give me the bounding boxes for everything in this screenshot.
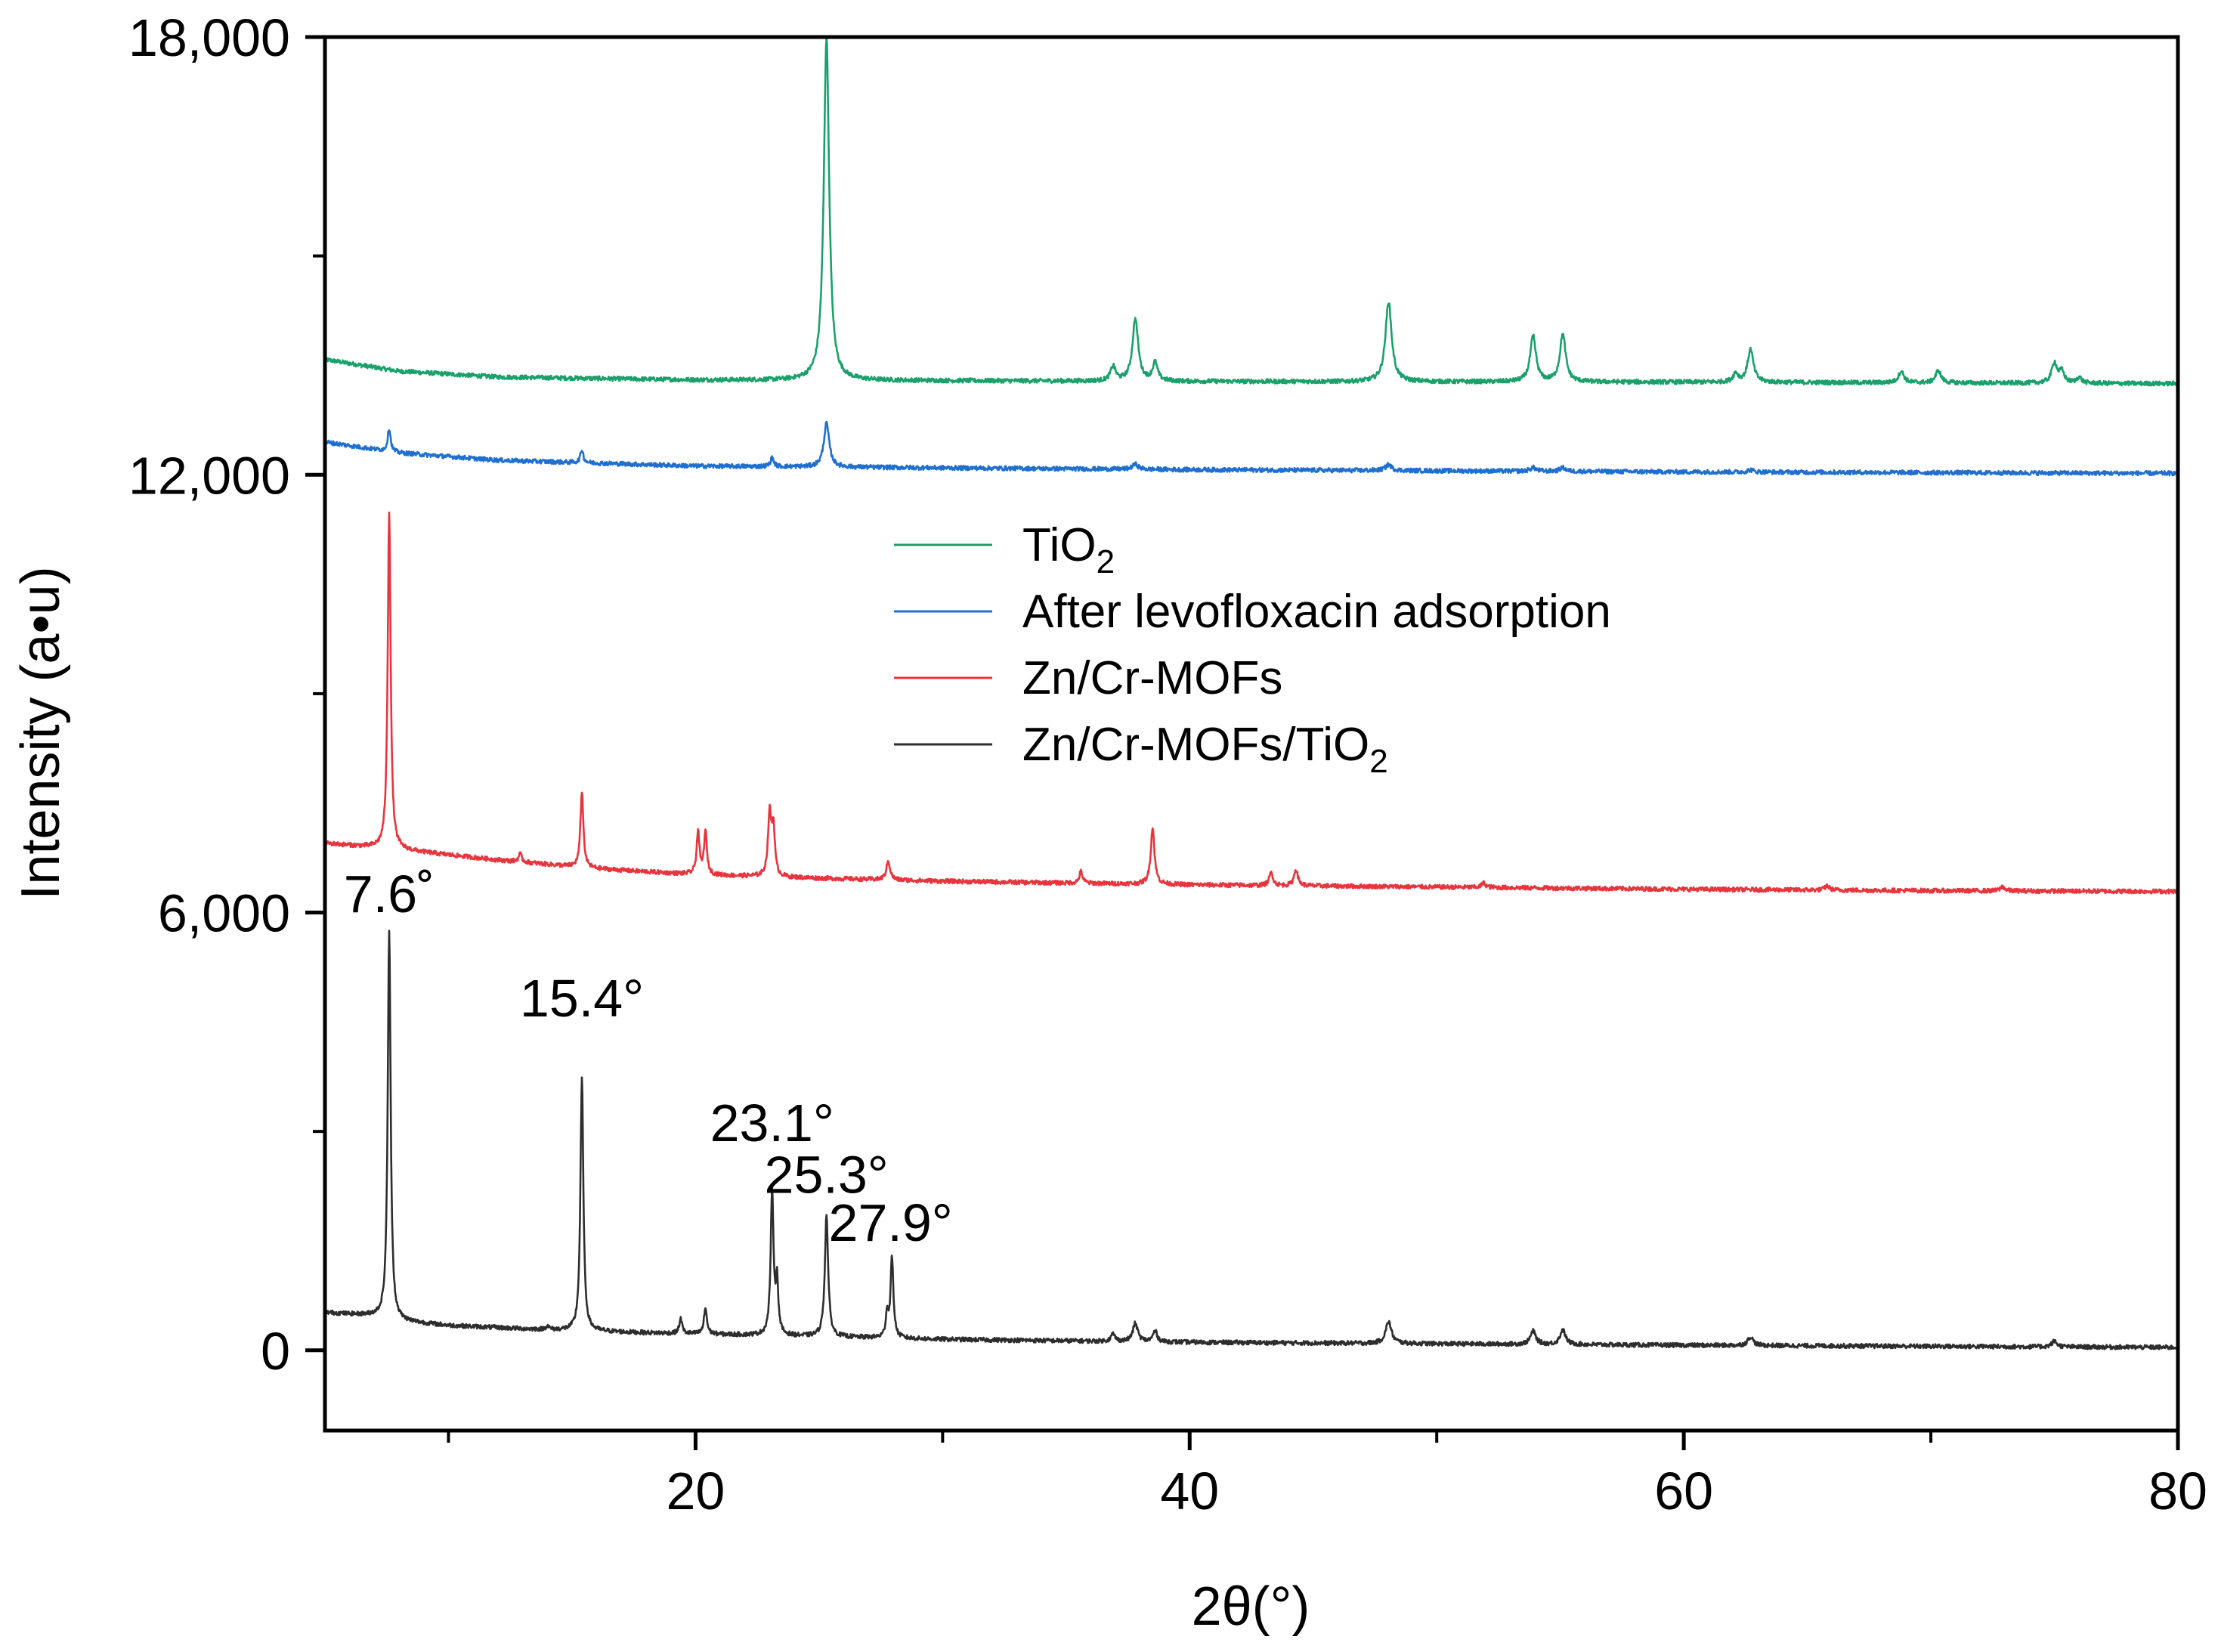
plot-area [323, 37, 2179, 1350]
peak-label: 25.3° [765, 1145, 889, 1204]
peak-label: 27.9° [829, 1193, 953, 1252]
peak-label: 7.6˚ [344, 865, 435, 923]
plot-frame [323, 35, 2180, 1433]
peak-label: 15.4° [520, 969, 644, 1028]
x-tick-label: 40 [1160, 1462, 1219, 1521]
y-tick-label: 12,000 [128, 446, 290, 505]
legend-label-after: After levofloxacin adsorption [1022, 586, 1611, 638]
legend-label-znmof: Zn/Cr-MOFs [1022, 652, 1282, 704]
axis-ticks: 20 40 60 80 0 6,000 12,000 18,000 [128, 8, 2207, 1521]
y-tick-label: 6,000 [158, 884, 290, 943]
y-tick-label: 18,000 [128, 8, 290, 67]
y-tick-label: 0 [261, 1322, 290, 1381]
series-line-znmof [323, 511, 2179, 895]
x-tick-label: 80 [2148, 1462, 2207, 1521]
peak-label: 23.1° [710, 1094, 834, 1152]
series-line-composite [323, 930, 2179, 1350]
legend-subscript: 2 [1369, 743, 1387, 780]
legend-subscript: 2 [1097, 543, 1115, 580]
x-tick-label: 20 [666, 1462, 725, 1521]
peak-annotations: 7.6˚ 15.4° 23.1°25.3°27.9° [344, 865, 953, 1252]
series-line-after [323, 420, 2179, 477]
x-tick-label: 60 [1654, 1462, 1713, 1521]
legend-label-composite: Zn/Cr-MOFs/TiO2 [1022, 719, 1388, 780]
y-axis-title: Intensity (a•u) [11, 566, 71, 899]
series-line-tio2 [323, 37, 2179, 387]
x-axis-title: 2θ(°) [1192, 1576, 1310, 1637]
